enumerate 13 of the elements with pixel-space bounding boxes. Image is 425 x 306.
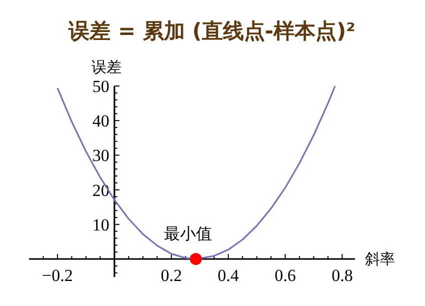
x-tick-label: 0.8: [332, 266, 353, 286]
annotation: 最小值: [164, 224, 212, 244]
x-axis-title: 斜率: [365, 250, 395, 268]
x-tick-label: −0.2: [42, 266, 73, 286]
y-tick-label: 50: [92, 77, 110, 96]
y-axis-title: 误差: [91, 58, 122, 76]
y-tick-label: 30: [92, 146, 110, 166]
y-tick-label: 40: [92, 112, 110, 131]
x-tick-label: 0.6: [274, 266, 296, 286]
y-tick-label: 10: [92, 215, 110, 234]
x-tick-label: 0.2: [160, 266, 182, 286]
chart-title: 误差 = 累加 (直线点-样本点)²: [68, 19, 356, 43]
x-tick-label: 0.4: [218, 266, 240, 286]
